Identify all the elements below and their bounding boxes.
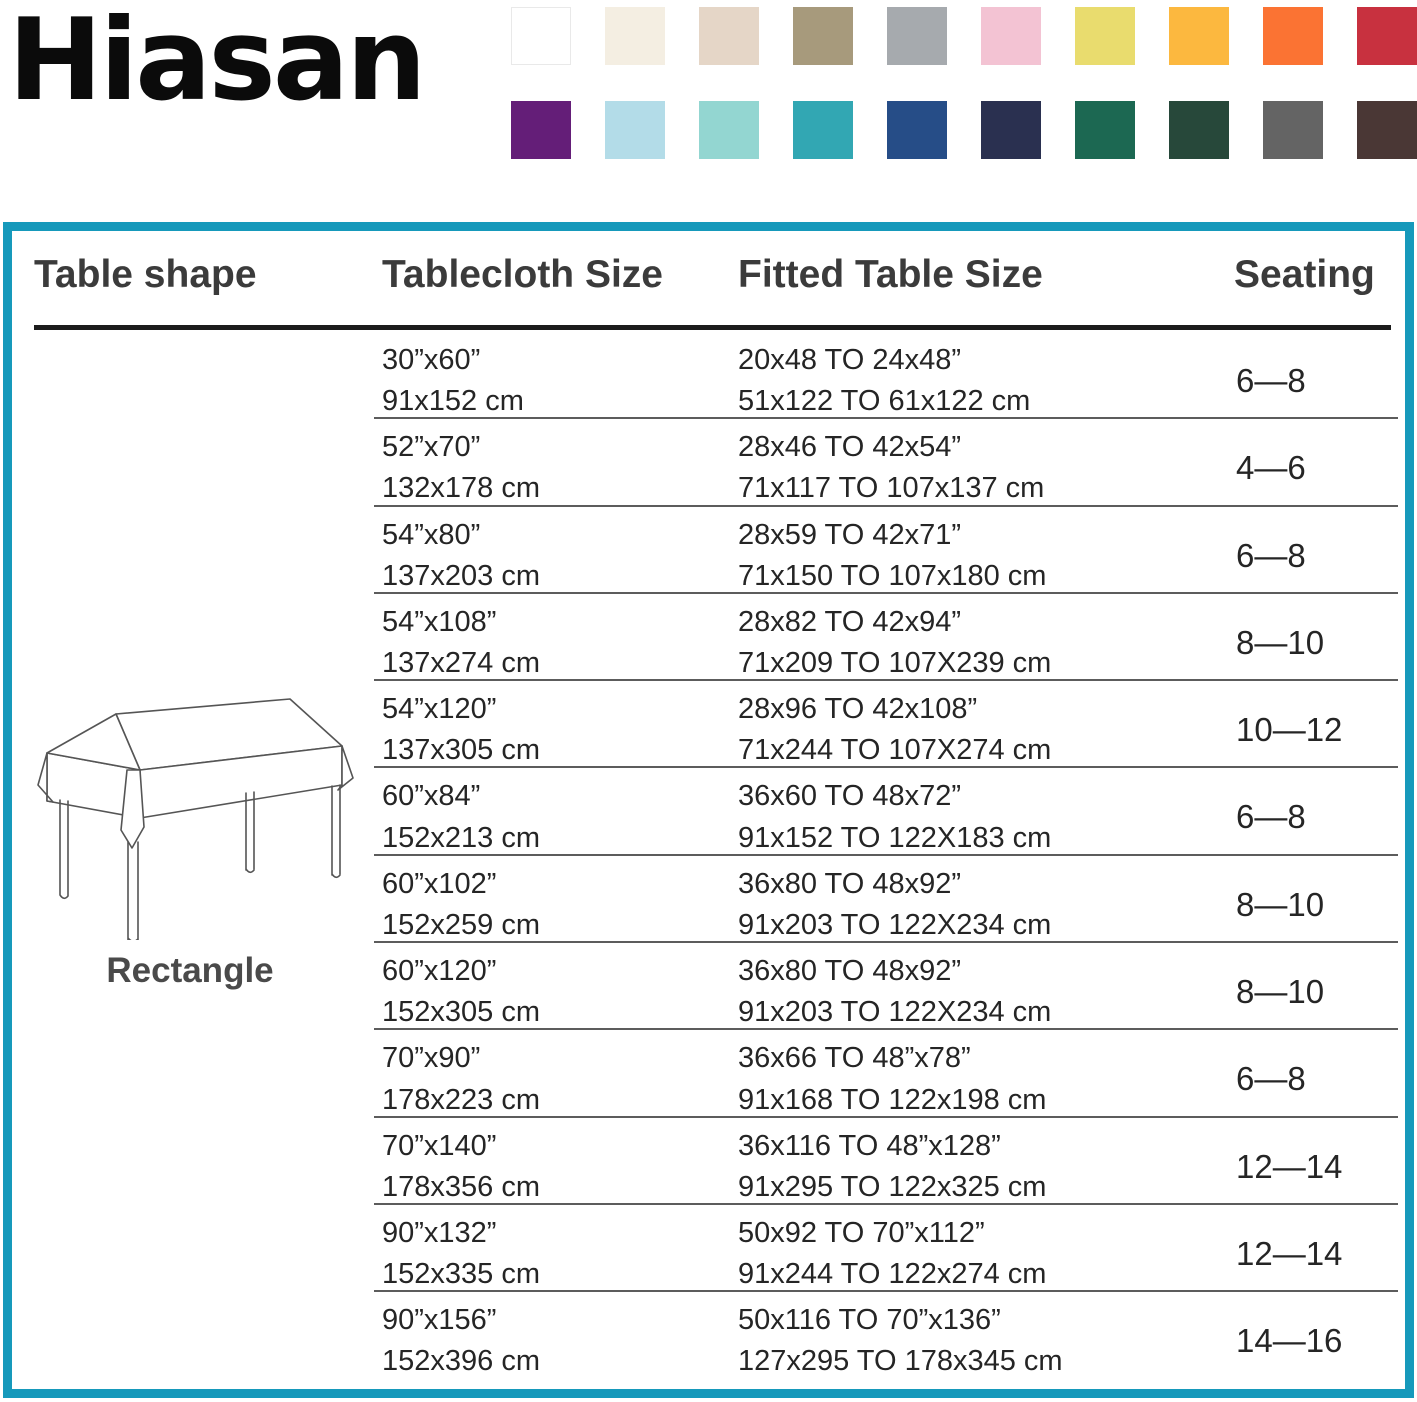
brand-and-color-bar: Hiasan	[0, 0, 1417, 212]
column-header-seating: Seating	[1234, 253, 1375, 296]
table-row: 70”x140” 178x356 cm 36x116 TO 48”x128” 91x2…	[374, 1118, 1398, 1205]
cell-fitted-table-size: 36x60 TO 48x72” 91x152 TO 122X183 cm	[738, 780, 1052, 854]
color-swatch-row-2	[511, 101, 1417, 159]
header-divider	[34, 325, 1391, 330]
cell-tablecloth-size: 54”x120” 137x305 cm	[382, 693, 540, 767]
color-swatch-beige[interactable]	[699, 7, 759, 65]
table-row: 30”x60” 91x152 cm 20x48 TO 24x48” 51x122 TO…	[374, 332, 1398, 420]
cell-seating: 8—10	[1236, 623, 1325, 661]
color-swatch-forest-green[interactable]	[1169, 101, 1229, 159]
cell-tablecloth-size: 30”x60” 91x152 cm	[382, 344, 524, 418]
color-swatch-dark-navy[interactable]	[981, 101, 1041, 159]
table-row: 54”x120” 137x305 cm 28x96 TO 42x108” 71x244…	[374, 681, 1398, 769]
color-swatch-panel	[511, 7, 1417, 195]
cell-fitted-table-size: 36x80 TO 48x92” 91x203 TO 122X234 cm	[738, 955, 1052, 1029]
color-swatch-teal[interactable]	[793, 101, 853, 159]
color-swatch-aqua[interactable]	[699, 101, 759, 159]
table-row: 60”x102” 152x259 cm 36x80 TO 48x92” 91x203 …	[374, 856, 1398, 944]
cell-tablecloth-size: 70”x140” 178x356 cm	[382, 1129, 540, 1203]
cell-fitted-table-size: 28x46 TO 42x54” 71x117 TO 107x137 cm	[738, 431, 1045, 505]
color-swatch-navy-blue[interactable]	[887, 101, 947, 159]
color-swatch-yellow[interactable]	[1075, 7, 1135, 65]
cell-fitted-table-size: 36x66 TO 48”x78” 91x168 TO 122x198 cm	[738, 1042, 1047, 1116]
cell-fitted-table-size: 28x82 TO 42x94” 71x209 TO 107X239 cm	[738, 605, 1052, 680]
color-swatch-charcoal-grey[interactable]	[1263, 101, 1323, 159]
color-swatch-dark-brown[interactable]	[1357, 101, 1417, 159]
cell-seating: 12—14	[1236, 1147, 1343, 1185]
cell-fitted-table-size: 50x92 TO 70”x112” 91x244 TO 122x274 cm	[738, 1216, 1047, 1291]
color-swatch-red[interactable]	[1357, 7, 1417, 65]
color-swatch-purple[interactable]	[511, 101, 571, 159]
rectangle-table-icon	[20, 690, 360, 943]
color-swatch-ivory[interactable]	[605, 7, 665, 65]
color-swatch-white[interactable]	[511, 7, 571, 65]
table-row: 90”x156” 152x396 cm 50x116 TO 70”x136” 127x…	[374, 1292, 1398, 1379]
color-swatch-grey[interactable]	[887, 7, 947, 65]
color-swatch-light-blue[interactable]	[605, 101, 665, 159]
cell-seating: 6—8	[1236, 536, 1306, 574]
cell-fitted-table-size: 20x48 TO 24x48” 51x122 TO 61x122 cm	[738, 344, 1031, 418]
cell-fitted-table-size: 36x80 TO 48x92” 91x203 TO 122X234 cm	[738, 867, 1052, 941]
cell-tablecloth-size: 54”x108” 137x274 cm	[382, 605, 540, 680]
column-header-table-shape: Table shape	[34, 253, 257, 296]
table-row: 70”x90” 178x223 cm 36x66 TO 48”x78” 91x168 …	[374, 1030, 1398, 1118]
table-shape-label: Rectangle	[106, 951, 274, 990]
cell-seating: 4—6	[1236, 449, 1306, 487]
chart-header-row: Table shape Tablecloth Size Fitted Table…	[12, 255, 1405, 317]
color-swatch-pink[interactable]	[981, 7, 1041, 65]
cell-fitted-table-size: 36x116 TO 48”x128” 91x295 TO 122x325 cm	[738, 1129, 1047, 1203]
table-row: 54”x108” 137x274 cm 28x82 TO 42x94” 71x209 …	[374, 594, 1398, 682]
color-swatch-row-1	[511, 7, 1417, 65]
table-row: 54”x80” 137x203 cm 28x59 TO 42x71” 71x150 T…	[374, 507, 1398, 594]
cell-seating: 6—8	[1236, 362, 1306, 399]
cell-tablecloth-size: 60”x84” 152x213 cm	[382, 780, 540, 854]
color-swatch-emerald[interactable]	[1075, 101, 1135, 159]
cell-seating: 10—12	[1236, 711, 1343, 749]
cell-tablecloth-size: 90”x132” 152x335 cm	[382, 1216, 540, 1291]
size-chart-rows: 30”x60” 91x152 cm 20x48 TO 24x48” 51x122 TO…	[12, 332, 1405, 1380]
cell-tablecloth-size: 90”x156” 152x396 cm	[382, 1304, 540, 1378]
cell-seating: 12—14	[1236, 1234, 1343, 1272]
cell-tablecloth-size: 52”x70” 132x178 cm	[382, 431, 540, 505]
cell-seating: 6—8	[1236, 1060, 1306, 1098]
cell-fitted-table-size: 50x116 TO 70”x136” 127x295 TO 178x345 cm	[738, 1304, 1063, 1378]
color-swatch-orange[interactable]	[1263, 7, 1323, 65]
cell-tablecloth-size: 54”x80” 137x203 cm	[382, 518, 540, 592]
brand-logo: Hiasan	[8, 0, 427, 126]
color-swatch-taupe[interactable]	[793, 7, 853, 65]
table-shape-cell: Rectangle	[12, 332, 374, 1372]
cell-seating: 8—10	[1236, 885, 1325, 923]
color-swatch-amber[interactable]	[1169, 7, 1229, 65]
column-header-fitted-table-size: Fitted Table Size	[738, 253, 1043, 296]
cell-tablecloth-size: 60”x102” 152x259 cm	[382, 867, 540, 941]
cell-seating: 14—16	[1236, 1322, 1343, 1360]
table-row: 52”x70” 132x178 cm 28x46 TO 42x54” 71x117 T…	[374, 419, 1398, 507]
cell-seating: 6—8	[1236, 798, 1306, 836]
size-chart-card: Table shape Tablecloth Size Fitted Table…	[3, 222, 1414, 1398]
cell-fitted-table-size: 28x59 TO 42x71” 71x150 TO 107x180 cm	[738, 518, 1047, 592]
cell-fitted-table-size: 28x96 TO 42x108” 71x244 TO 107X274 cm	[738, 693, 1052, 767]
cell-seating: 8—10	[1236, 973, 1325, 1011]
cell-tablecloth-size: 60”x120” 152x305 cm	[382, 955, 540, 1029]
cell-tablecloth-size: 70”x90” 178x223 cm	[382, 1042, 540, 1116]
table-row: 60”x120” 152x305 cm 36x80 TO 48x92” 91x203 …	[374, 943, 1398, 1031]
table-row: 60”x84” 152x213 cm 36x60 TO 48x72” 91x152 T…	[374, 768, 1398, 856]
table-row: 90”x132” 152x335 cm 50x92 TO 70”x112” 91x24…	[374, 1205, 1398, 1293]
column-header-tablecloth-size: Tablecloth Size	[382, 253, 663, 296]
